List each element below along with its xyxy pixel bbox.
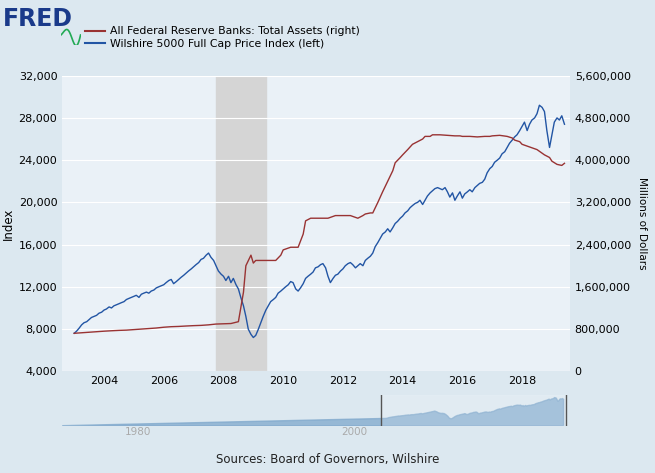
Y-axis label: Index: Index: [1, 207, 14, 240]
Legend: All Federal Reserve Banks: Total Assets (right), Wilshire 5000 Full Cap Price In: All Federal Reserve Banks: Total Assets …: [81, 22, 364, 53]
Text: Sources: Board of Governors, Wilshire: Sources: Board of Governors, Wilshire: [215, 453, 440, 466]
Bar: [381, 395, 565, 426]
Polygon shape: [62, 398, 563, 426]
Text: FRED: FRED: [3, 7, 73, 31]
Y-axis label: Millions of Dollars: Millions of Dollars: [637, 177, 646, 270]
Bar: [216, 76, 266, 371]
